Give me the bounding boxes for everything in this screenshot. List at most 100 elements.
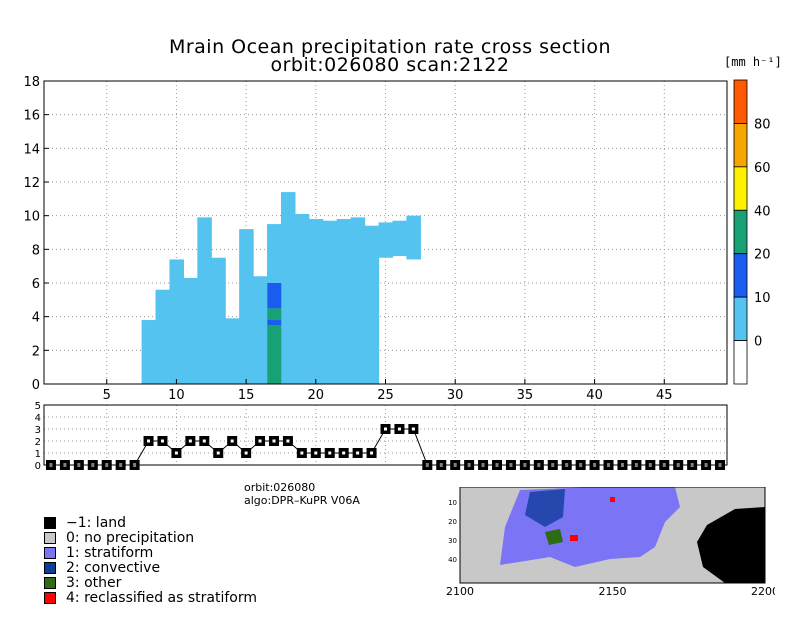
type-point-center xyxy=(230,439,234,443)
legend-item: 1: stratiform xyxy=(44,544,154,561)
algo-info: algo:DPR–KuPR V06A xyxy=(244,494,360,507)
strip-y-tick-label: 0 xyxy=(35,461,41,472)
y-tick-label: 0 xyxy=(32,378,40,393)
colorbar-tick-label: 10 xyxy=(754,291,771,306)
x-tick-label: 45 xyxy=(656,388,673,403)
map-frame xyxy=(459,487,766,584)
intense-segment xyxy=(267,308,282,321)
intense-segment xyxy=(267,283,282,309)
map-y-tick-label: 30 xyxy=(448,537,457,545)
rain-column xyxy=(239,229,254,384)
type-point-center xyxy=(147,439,151,443)
legend-swatch xyxy=(44,516,56,529)
y-tick-label: 10 xyxy=(23,210,40,225)
y-tick-label: 2 xyxy=(32,344,40,359)
rain-column xyxy=(253,276,268,384)
rain-column xyxy=(322,220,338,384)
colorbar-tick-label: 40 xyxy=(754,204,771,219)
legend-item: 2: convective xyxy=(44,559,161,576)
rain-block xyxy=(392,220,408,257)
type-point-center xyxy=(370,451,374,455)
type-point-center xyxy=(384,427,387,431)
legend-item: 0: no precipitation xyxy=(44,529,195,546)
chart-subtitle: orbit:026080 scan:2122 xyxy=(270,54,510,76)
type-point-center xyxy=(342,451,346,455)
colorbar-segment xyxy=(733,123,748,168)
reclassified-region xyxy=(610,497,615,502)
colorbar-tick-label: 0 xyxy=(754,335,762,350)
rain-column xyxy=(350,217,366,384)
convective-region xyxy=(525,489,565,527)
colorbar-segment xyxy=(733,296,748,341)
legend-label: 2: convective xyxy=(66,559,161,576)
y-tick-label: 4 xyxy=(32,311,40,326)
map-y-tick-label: 10 xyxy=(448,499,457,507)
type-point-center xyxy=(202,439,206,443)
rain-column xyxy=(183,277,198,384)
type-point-center xyxy=(174,451,178,455)
x-tick-label: 10 xyxy=(168,388,185,403)
rain-column xyxy=(294,213,310,384)
type-line xyxy=(50,428,721,466)
map-y-tick-label: 20 xyxy=(448,518,457,526)
y-tick-label: 12 xyxy=(23,176,40,191)
rain-block xyxy=(378,222,394,258)
x-tick-label: 40 xyxy=(586,388,603,403)
legend-item: −1: land xyxy=(44,514,127,531)
y-tick-label: 8 xyxy=(32,243,40,258)
strip-y-tick-label: 5 xyxy=(35,401,41,412)
rain-column xyxy=(225,318,240,384)
legend-swatch xyxy=(44,576,56,589)
rain-column xyxy=(155,289,171,384)
colorbar-segment xyxy=(733,340,748,385)
rain-column xyxy=(364,225,380,384)
type-point-center xyxy=(160,439,164,443)
x-tick-label: 15 xyxy=(238,388,255,403)
colorbar-unit: [mm h⁻¹] xyxy=(724,55,782,69)
type-point-center xyxy=(272,439,276,443)
legend-swatch xyxy=(44,546,56,559)
strip-frame xyxy=(43,404,728,466)
land-region xyxy=(697,507,765,583)
colorbar-tick-label: 60 xyxy=(754,161,771,176)
rain-column xyxy=(211,257,226,384)
map-x-tick-label: 2150 xyxy=(599,585,627,598)
rain-column xyxy=(336,219,352,384)
legend-label: −1: land xyxy=(66,514,127,531)
x-tick-label: 20 xyxy=(308,388,325,403)
legend-item: 3: other xyxy=(44,575,121,591)
rain-column xyxy=(197,217,212,384)
type-point-center xyxy=(244,451,248,455)
type-point-center xyxy=(300,451,304,455)
x-tick-label: 5 xyxy=(103,388,111,403)
y-tick-label: 14 xyxy=(23,142,40,157)
type-point-center xyxy=(216,451,220,455)
precip-type-map: 2100 2150 2200 10 20 30 40 xyxy=(446,487,775,598)
colorbar-segment xyxy=(733,253,748,298)
rain-column xyxy=(308,219,324,384)
legend-label: 0: no precipitation xyxy=(66,529,195,546)
legend-label: 4: reclassified as stratiform xyxy=(66,589,258,606)
type-point-center xyxy=(328,451,332,455)
rain-block xyxy=(406,215,421,260)
reclassified-region xyxy=(570,535,578,541)
legend-swatch xyxy=(44,561,56,574)
rain-column xyxy=(141,320,157,384)
type-point-center xyxy=(411,427,415,431)
y-tick-label: 18 xyxy=(23,75,40,90)
colorbar-segment xyxy=(733,79,748,124)
colorbar-tick-label: 80 xyxy=(754,117,771,132)
orbit-info: orbit:026080 xyxy=(244,481,316,494)
legend-item: 4: reclassified as stratiform xyxy=(44,589,258,606)
map-x-tick-label: 2200 xyxy=(751,585,775,598)
type-point-center xyxy=(356,451,360,455)
y-tick-label: 6 xyxy=(32,277,40,292)
colorbar-segment xyxy=(733,166,748,211)
legend-swatch xyxy=(44,591,56,604)
type-point-center xyxy=(188,439,192,443)
legend-label: 1: stratiform xyxy=(66,544,154,561)
colorbar-tick-label: 20 xyxy=(754,248,771,263)
strip-y-tick-label: 3 xyxy=(35,425,41,436)
x-tick-label: 25 xyxy=(377,388,394,403)
chart-title: Mrain Ocean precipitation rate cross sec… xyxy=(168,36,612,58)
